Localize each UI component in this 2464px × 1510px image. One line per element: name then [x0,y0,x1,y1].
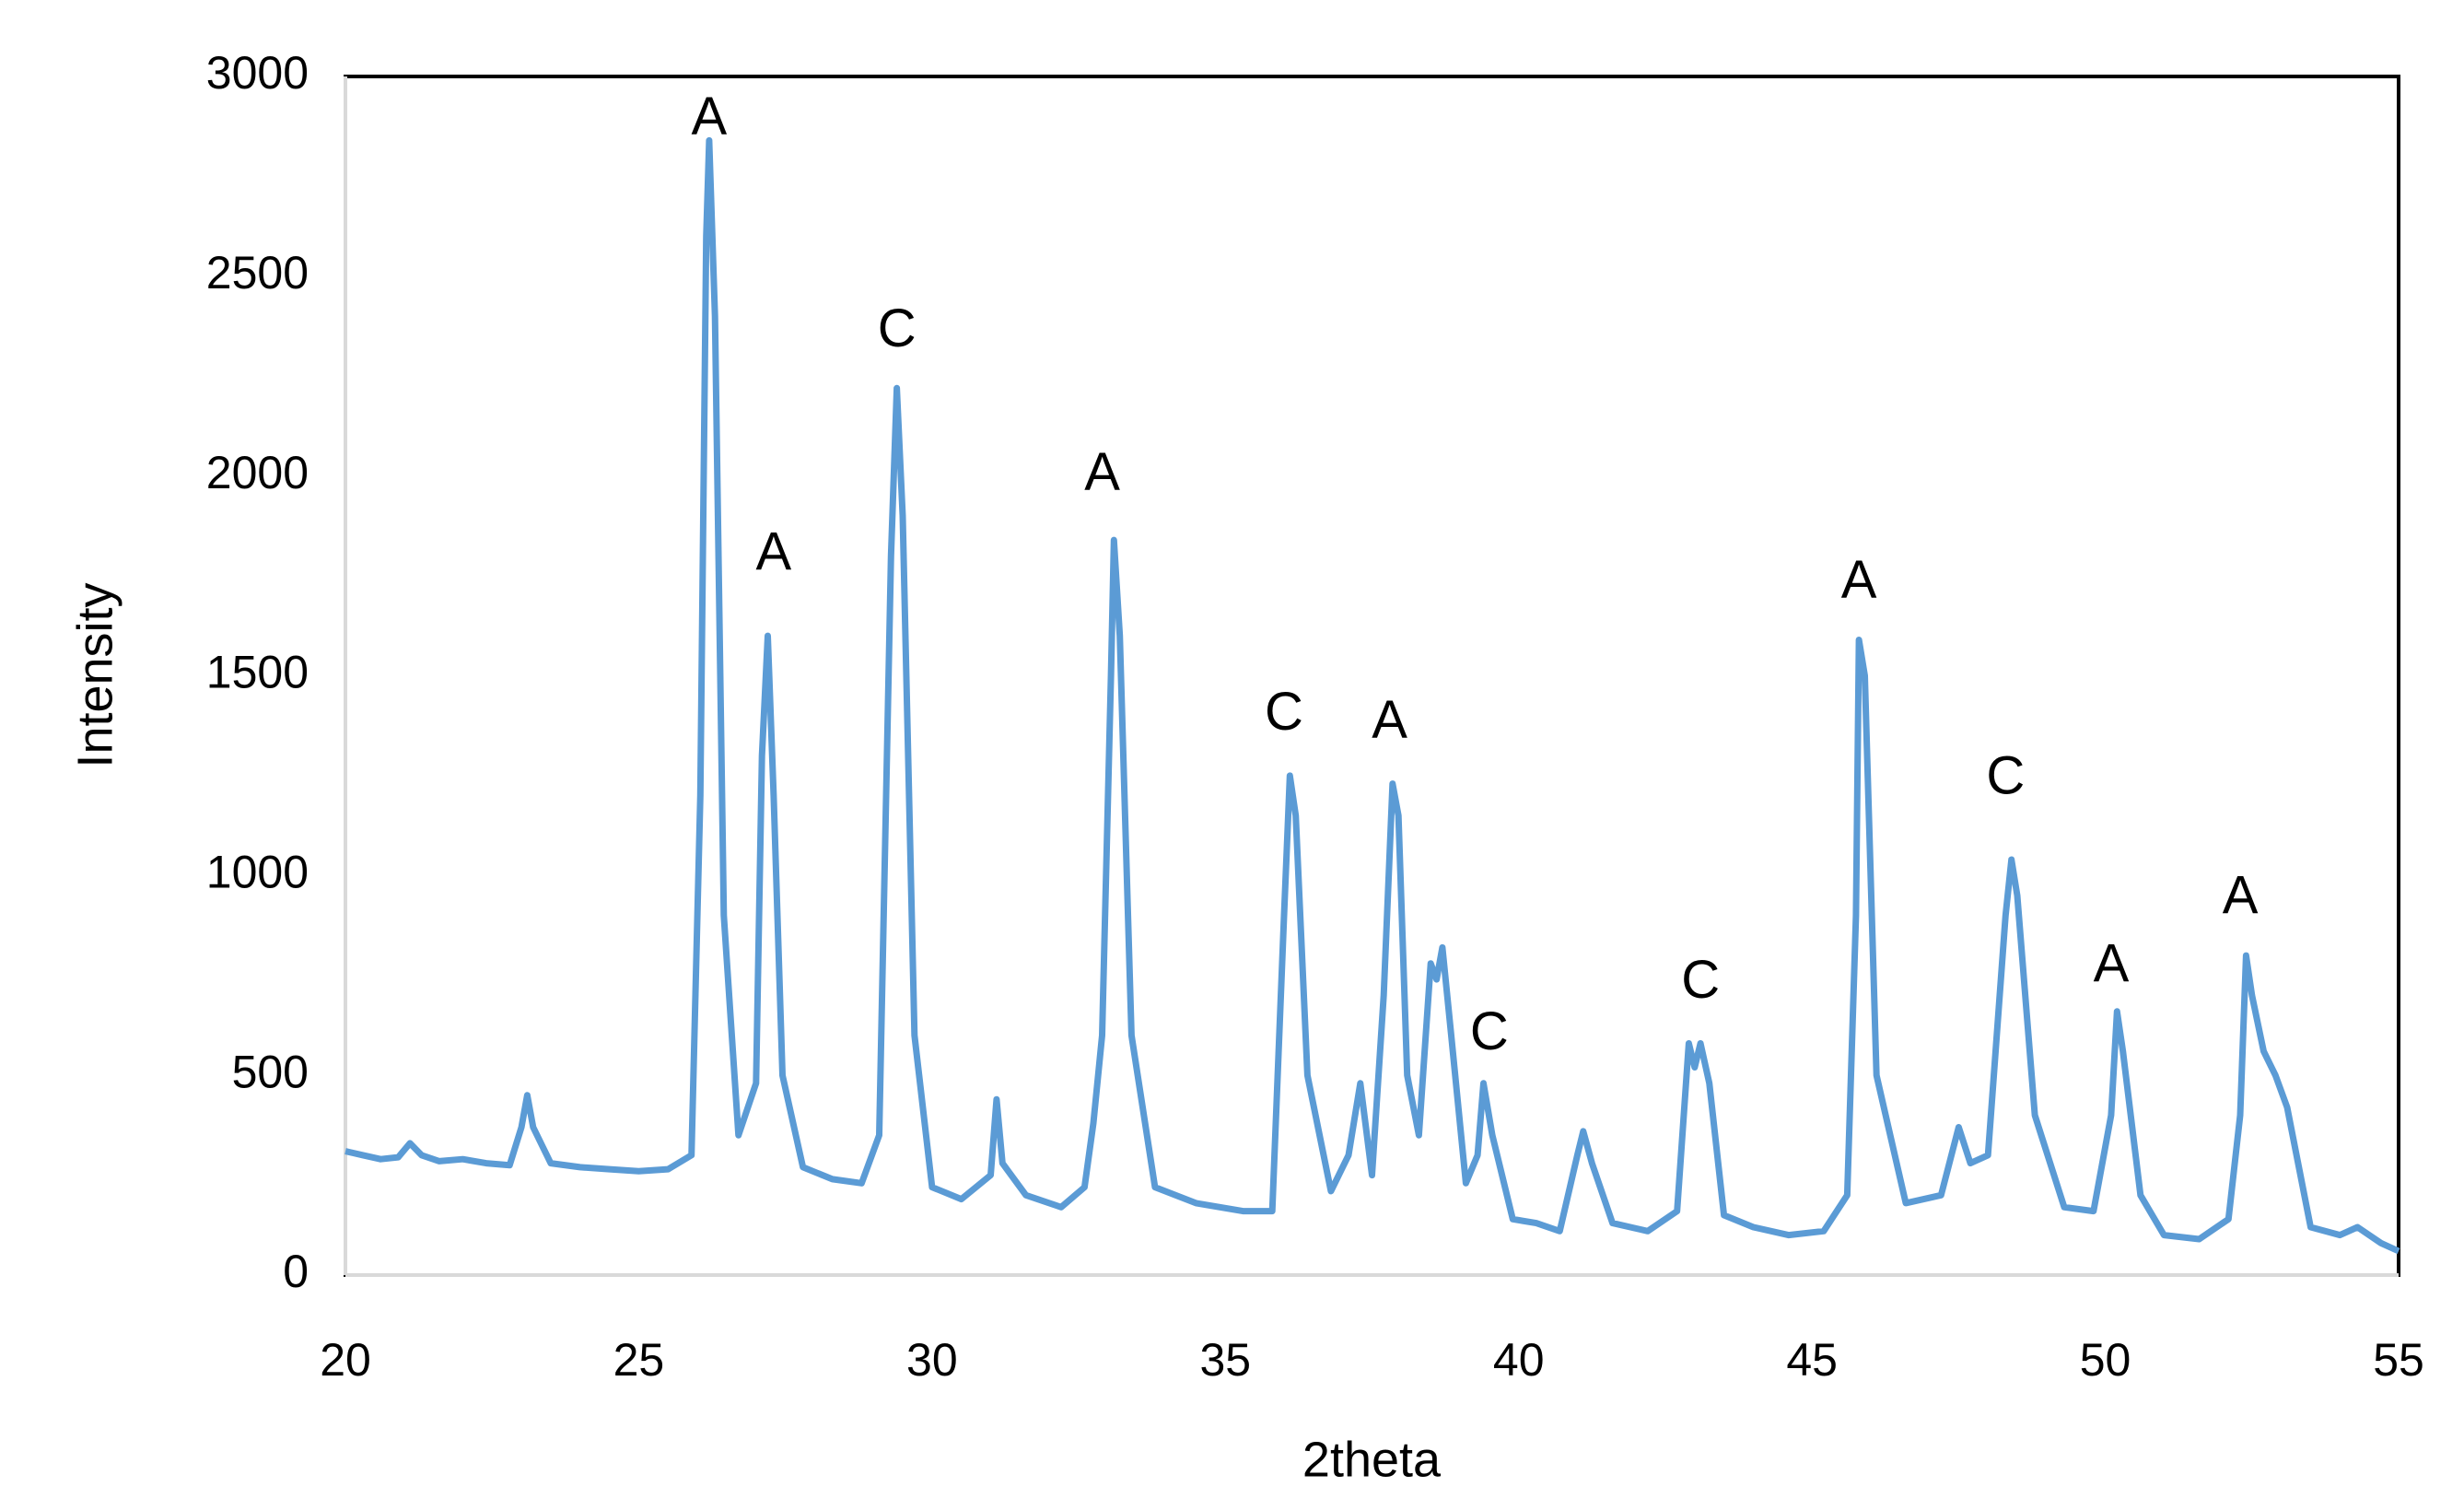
y-tick-label: 3000 [206,47,309,99]
peak-label: C [1265,682,1303,742]
x-tick-label: 25 [613,1334,665,1386]
peak-label: A [692,87,728,146]
y-axis-title: Intensity [67,582,123,767]
y-tick-label: 2000 [206,447,309,498]
y-tick-label: 1000 [206,847,309,898]
x-tick-label: 35 [1199,1334,1251,1386]
peak-label: C [1986,746,2025,806]
peak-label: C [1681,950,1720,1010]
x-tick-label: 30 [906,1334,958,1386]
x-tick-label: 45 [1786,1334,1838,1386]
peak-label: A [756,522,792,582]
peak-label: A [1841,550,1877,610]
y-tick-label: 500 [232,1046,309,1097]
x-tick-label: 50 [2080,1334,2131,1386]
x-tick-label: 40 [1493,1334,1545,1386]
peak-label: A [2223,866,2259,926]
peak-label: A [1084,442,1120,502]
y-tick-label: 2500 [206,247,309,298]
x-axis-title: 2theta [1302,1432,1442,1487]
y-tick-label: 0 [283,1246,309,1297]
data-line [344,136,2400,1255]
y-tick-label: 1500 [206,647,309,698]
peak-label: C [878,298,917,358]
peak-label: A [1372,690,1407,750]
x-tick-label: 20 [320,1334,371,1386]
x-tick-label: 55 [2373,1334,2424,1386]
peak-label: C [1470,1001,1509,1061]
peak-label: A [2094,933,2130,993]
